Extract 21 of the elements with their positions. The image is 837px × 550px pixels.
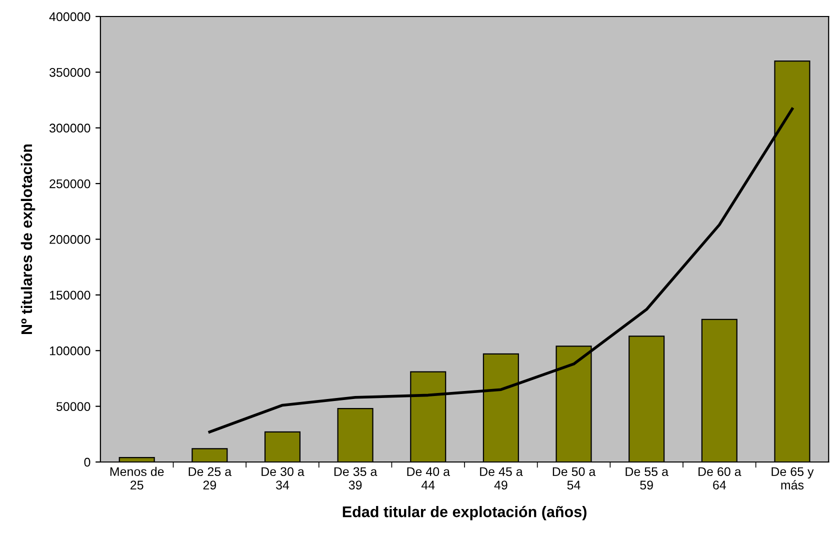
x-tick-label: De 30 a 34: [262, 467, 304, 490]
x-tick-label: De 25 a 29: [188, 467, 232, 490]
y-axis-title: Nº titulares de explotación: [20, 144, 36, 334]
x-tick-label: De 50 a 54: [552, 467, 596, 490]
y-tick-label: 200000: [50, 235, 90, 244]
y-tick-label: 100000: [50, 346, 90, 356]
x-tick-label: De 35 a 39: [334, 467, 378, 490]
y-tick-label: 400000: [49, 12, 90, 22]
y-tick-label: 250000: [50, 179, 90, 188]
x-tick-label: Menos de 25: [110, 466, 164, 490]
y-tick-label: 150000: [50, 290, 90, 300]
x-tick-label: De 55 a 59: [626, 467, 668, 490]
x-tick-label: De 40 a 44: [407, 467, 450, 490]
y-tick-label: 0: [84, 458, 90, 467]
x-tick-label: De 45 a 49: [480, 467, 523, 490]
y-tick-label: 50000: [56, 402, 90, 411]
x-tick-label: De 60 a 64: [698, 467, 742, 490]
y-tick-label: 300000: [49, 124, 90, 133]
y-tick-label: 350000: [49, 68, 90, 77]
x-tick-label: De 65 y más: [772, 467, 814, 490]
x-axis-title: Edad titular de explotación (años): [342, 506, 586, 520]
